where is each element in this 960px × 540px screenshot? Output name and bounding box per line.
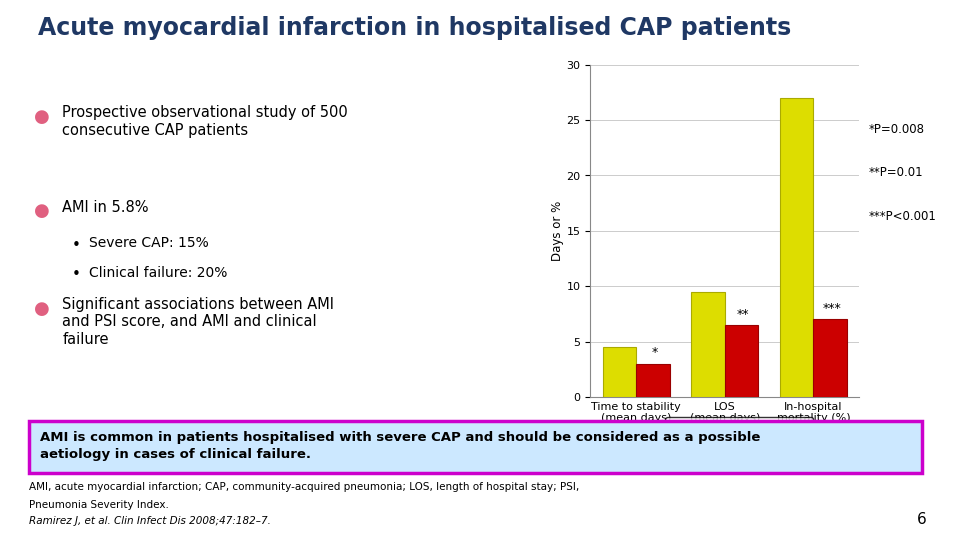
Text: ●: ● [34,300,49,318]
Text: Acute myocardial infarction in hospitalised CAP patients: Acute myocardial infarction in hospitali… [38,16,792,40]
Text: AMI is common in patients hospitalised with severe CAP and should be considered : AMI is common in patients hospitalised w… [39,431,760,461]
Text: 6: 6 [917,511,926,526]
Text: **: ** [737,307,750,321]
Bar [603,347,636,397]
Bar [691,292,725,397]
Text: ***P<0.001: ***P<0.001 [869,210,937,222]
Text: •: • [72,267,81,282]
Text: Clinical failure: 20%: Clinical failure: 20% [89,266,228,280]
Text: Pneumonia Severity Index.: Pneumonia Severity Index. [29,500,169,510]
Y-axis label: Days or %: Days or % [551,201,564,261]
Text: ***: *** [823,302,841,315]
Bar [636,364,670,397]
FancyBboxPatch shape [29,421,922,472]
Text: Ramirez J, et al. Clin Infect Dis 2008;47:182–7.: Ramirez J, et al. Clin Infect Dis 2008;4… [29,516,271,526]
Text: Significant associations between AMI
and PSI score, and AMI and clinical
failure: Significant associations between AMI and… [62,297,334,347]
Text: AMI in 5.8%: AMI in 5.8% [62,200,149,215]
Text: ●: ● [34,108,49,126]
Text: *P=0.008: *P=0.008 [869,123,924,136]
Text: •: • [72,238,81,253]
Bar [725,325,758,397]
Text: Prospective observational study of 500
consecutive CAP patients: Prospective observational study of 500 c… [62,105,348,138]
Text: AMI, acute myocardial infarction; CAP, community-acquired pneumonia; LOS, length: AMI, acute myocardial infarction; CAP, c… [29,482,579,492]
Text: *: * [652,346,658,359]
Bar [780,98,813,397]
Legend: AMI, No AMI: AMI, No AMI [665,417,813,442]
Text: Severe CAP: 15%: Severe CAP: 15% [89,236,209,250]
Bar [813,319,847,397]
Text: ●: ● [34,202,49,220]
Text: **P=0.01: **P=0.01 [869,166,924,179]
